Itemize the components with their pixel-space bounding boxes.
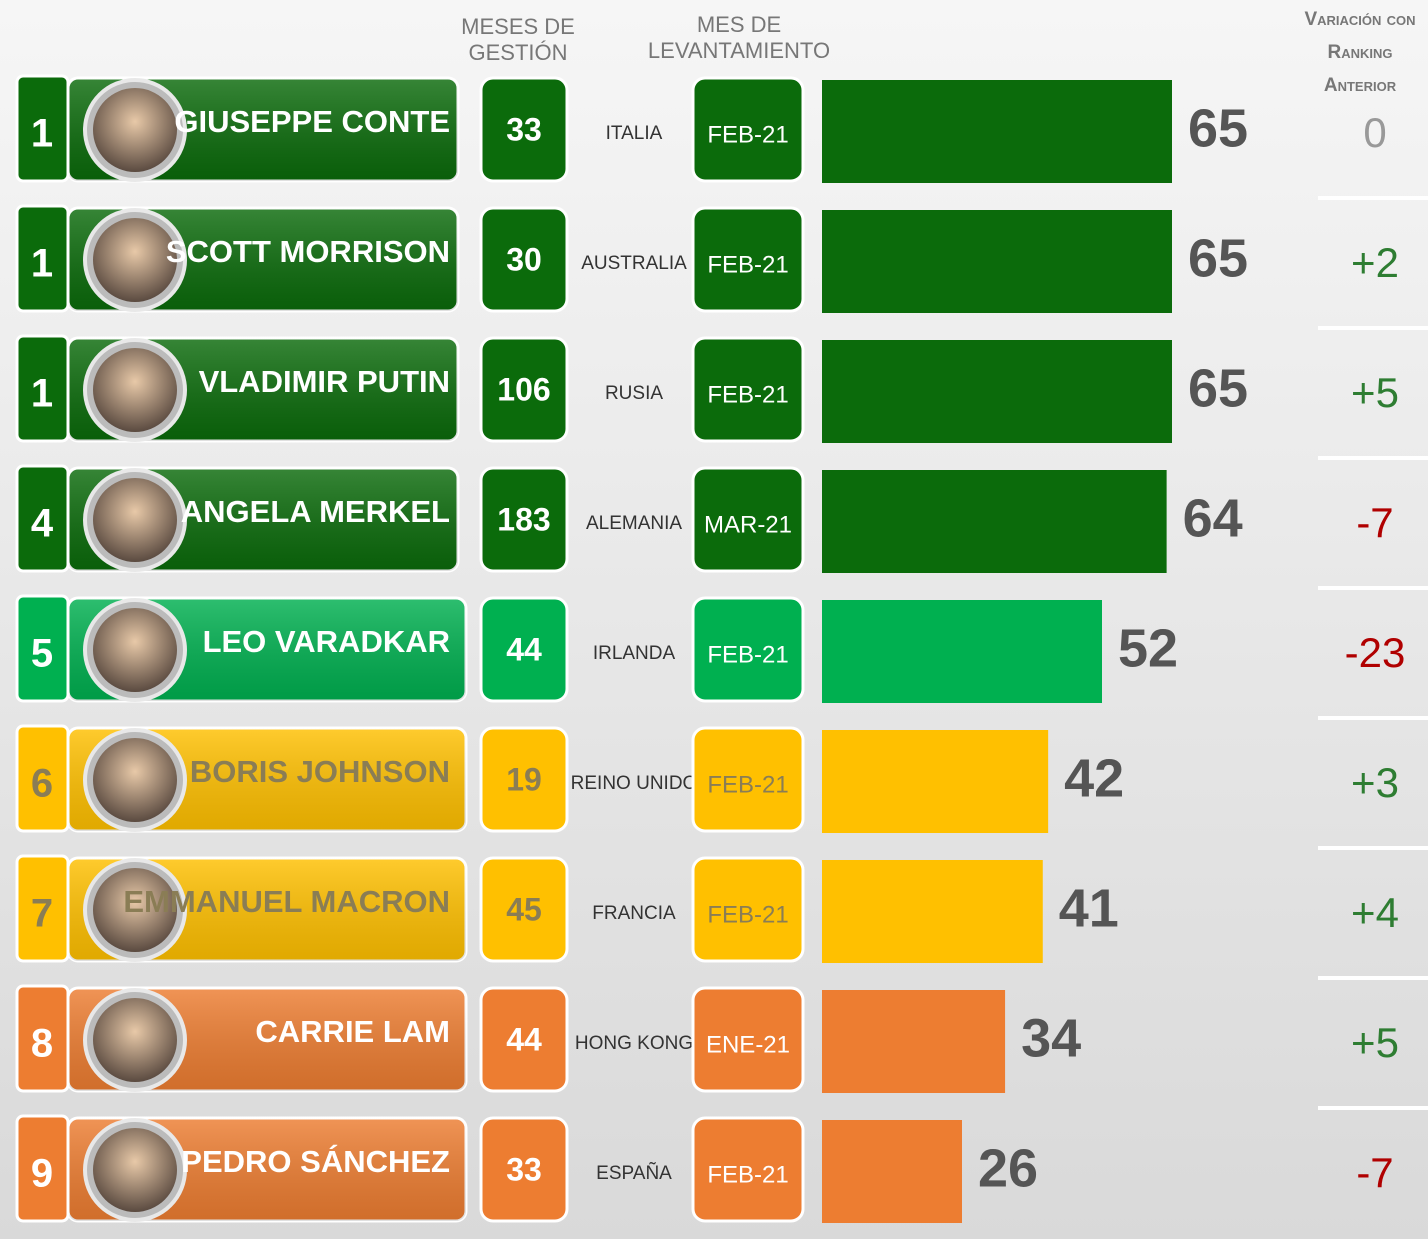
bar [822, 990, 1005, 1093]
photo [93, 218, 177, 302]
country: HONG KONG [575, 1033, 693, 1054]
months: 106 [497, 371, 550, 407]
chart: MESES DEGESTIÓN MES DELEVANTAMIENTO Variac… [0, 0, 1428, 1239]
country: REINO UNIDO [571, 773, 698, 794]
leader-name: GIUSEPPE CONTE [174, 104, 450, 139]
value-label: 34 [1021, 1008, 1081, 1068]
country: ESPAÑA [596, 1162, 672, 1184]
date: FEB-21 [707, 381, 788, 408]
leader-name: LEO VARADKAR [203, 624, 450, 659]
header-change: Anterior [1324, 75, 1397, 96]
bar [822, 470, 1167, 573]
rank-change: +5 [1351, 369, 1399, 416]
date: FEB-21 [707, 641, 788, 668]
months: 19 [506, 761, 542, 797]
rank-change: +4 [1351, 889, 1399, 936]
value-label: 65 [1188, 358, 1248, 418]
country: ALEMANIA [586, 513, 682, 534]
rank: 5 [31, 632, 53, 676]
rank-change: +2 [1351, 239, 1399, 286]
date: FEB-21 [707, 251, 788, 278]
rank-change: 0 [1363, 109, 1386, 156]
date: FEB-21 [707, 121, 788, 148]
months: 44 [506, 631, 542, 667]
rank: 7 [31, 892, 53, 936]
months: 30 [506, 241, 542, 277]
leader-name: SCOTT MORRISON [166, 234, 450, 269]
header-months: GESTIÓN [468, 40, 567, 65]
photo [93, 998, 177, 1082]
rank-change: -7 [1356, 1149, 1393, 1196]
date: FEB-21 [707, 901, 788, 928]
photo [93, 478, 177, 562]
bar [822, 340, 1172, 443]
photo [93, 1128, 177, 1212]
header-months: MESES DE [461, 14, 575, 39]
country: RUSIA [605, 383, 663, 404]
rank: 1 [31, 242, 53, 286]
country: AUSTRALIA [581, 253, 687, 274]
rank: 1 [31, 112, 53, 156]
value-label: 41 [1059, 878, 1119, 938]
leader-name: PEDRO SÁNCHEZ [181, 1144, 450, 1179]
header-change: Variación con [1304, 9, 1415, 30]
leader-name: VLADIMIR PUTIN [199, 364, 450, 399]
date: ENE-21 [706, 1031, 790, 1058]
value-label: 26 [978, 1138, 1038, 1198]
photo [93, 348, 177, 432]
rank: 1 [31, 372, 53, 416]
months: 45 [506, 891, 542, 927]
bar [822, 210, 1172, 313]
rank-change: +3 [1351, 759, 1399, 806]
rank: 8 [31, 1022, 53, 1066]
rank-change: -7 [1356, 499, 1393, 546]
header-date: LEVANTAMIENTO [648, 38, 830, 63]
header-change: Ranking [1328, 42, 1393, 63]
leader-name: ANGELA MERKEL [181, 494, 450, 529]
rank: 9 [31, 1152, 53, 1196]
rank-change: -23 [1345, 629, 1406, 676]
bar [822, 80, 1172, 183]
photo [93, 738, 177, 822]
months: 44 [506, 1021, 542, 1057]
months: 33 [506, 1151, 542, 1187]
rank-change: +5 [1351, 1019, 1399, 1066]
value-label: 52 [1118, 618, 1178, 678]
value-label: 65 [1188, 98, 1248, 158]
country: FRANCIA [592, 903, 676, 924]
photo [93, 608, 177, 692]
leader-name: CARRIE LAM [255, 1014, 450, 1049]
date: MAR-21 [704, 511, 792, 538]
rank: 6 [31, 762, 53, 806]
months: 33 [506, 111, 542, 147]
leader-name: EMMANUEL MACRON [123, 884, 450, 919]
country: ITALIA [606, 123, 663, 144]
date: FEB-21 [707, 1161, 788, 1188]
bar [822, 730, 1048, 833]
bar [822, 1120, 962, 1223]
rank: 4 [31, 502, 54, 546]
bar [822, 860, 1043, 963]
months: 183 [497, 501, 550, 537]
header-date: MES DE [697, 12, 781, 37]
photo [93, 88, 177, 172]
value-label: 64 [1183, 488, 1243, 548]
leader-name: BORIS JOHNSON [190, 754, 450, 789]
bar [822, 600, 1102, 703]
value-label: 65 [1188, 228, 1248, 288]
value-label: 42 [1064, 748, 1124, 808]
date: FEB-21 [707, 771, 788, 798]
country: IRLANDA [593, 643, 676, 664]
